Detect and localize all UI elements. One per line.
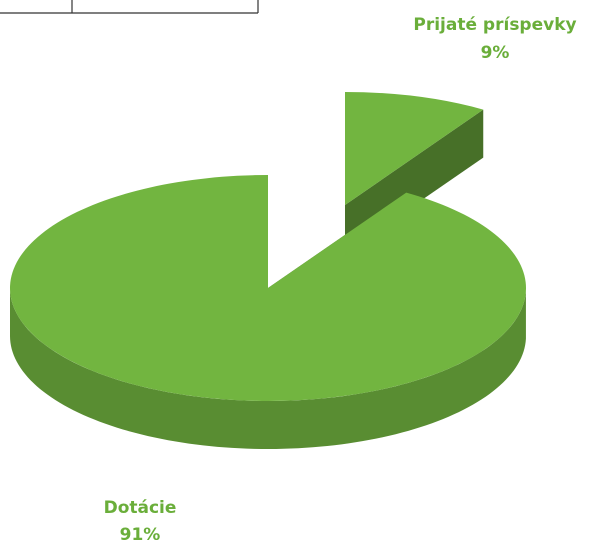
slice [345, 92, 484, 205]
slice [10, 175, 527, 401]
table-fragment [0, 0, 259, 14]
slice-label: Prijaté príspevky [413, 15, 576, 35]
pie [10, 92, 527, 449]
slice-value-label: 91% [120, 525, 161, 545]
slice-value-label: 9% [481, 43, 510, 63]
slice-label: Dotácie [104, 498, 177, 518]
slice-side [10, 288, 526, 449]
